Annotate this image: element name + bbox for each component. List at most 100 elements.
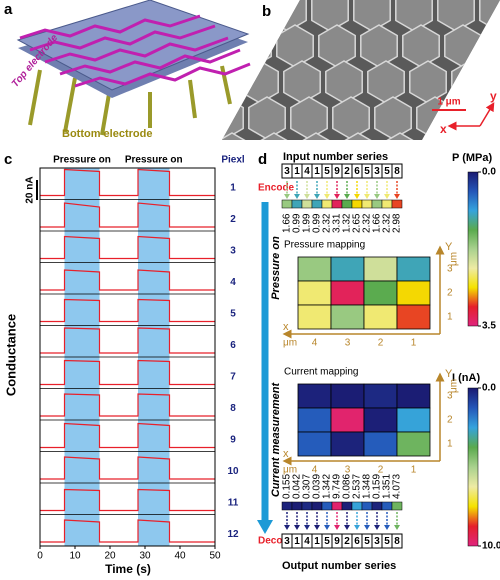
annotation: Pressure on: [53, 155, 111, 166]
value-label: 1.351: [382, 474, 393, 499]
flow-arrow-head: [394, 525, 400, 530]
digit: 2: [344, 166, 350, 177]
map-y-tick: 3: [447, 264, 453, 275]
value-label: 3.31: [332, 213, 343, 233]
legend-entry: 9: [230, 434, 236, 445]
value-cell: [301, 501, 313, 511]
value-label: 2.32: [322, 213, 333, 233]
output-title: Output number series: [282, 560, 396, 572]
digit: 5: [324, 166, 330, 177]
legend-entry: 6: [230, 340, 236, 351]
flow-arrow-head: [354, 525, 360, 530]
value-label: 0.086: [342, 474, 353, 499]
value-cell: [341, 501, 353, 511]
map-cell: [396, 280, 431, 306]
value-label: 0.042: [292, 474, 303, 499]
digit: 8: [394, 166, 400, 177]
x-tick-label: 30: [139, 551, 151, 562]
digit: 9: [334, 536, 340, 547]
panel-c: c Piexl Conductance Time (s) Pressure on…: [3, 151, 244, 576]
annotation: Pressure on: [125, 155, 183, 166]
pressure-colorbar-title: P (MPa): [452, 152, 492, 164]
top-electrodes: [19, 14, 251, 88]
value-cell: [371, 501, 383, 511]
flow-arrow-head: [324, 194, 330, 199]
flow-arrow-head: [384, 525, 390, 530]
digit: 1: [294, 536, 300, 547]
hexagon: [458, 96, 496, 140]
digit: 1: [294, 166, 300, 177]
map-x-tick: 1: [411, 338, 417, 349]
value-label: 0.159: [372, 474, 383, 499]
value-cell: [291, 199, 303, 209]
map-y-tick: 1: [447, 439, 453, 450]
map-cell: [363, 280, 398, 306]
map-cell: [330, 407, 365, 433]
panel-d: d Input number series Encode Pressure on…: [257, 151, 500, 572]
value-label: 2.32: [382, 213, 393, 233]
map-y-label: Y: [445, 368, 453, 380]
digit: 2: [344, 536, 350, 547]
flow-arrow-head: [334, 525, 340, 530]
colorbar-tick-label: 0.0: [482, 167, 496, 178]
map-cell: [396, 407, 431, 433]
trace: [40, 269, 215, 291]
flow-arrow-head: [314, 194, 320, 199]
value-cell: [291, 501, 303, 511]
digit: 3: [374, 166, 380, 177]
map-cell: [297, 304, 332, 330]
map-cell: [396, 256, 431, 282]
y-axis-title: Conductance: [3, 314, 18, 396]
map-x-unit: μm: [283, 338, 297, 349]
map-y-tick: 2: [447, 288, 453, 299]
value-label: 0.155: [282, 474, 293, 499]
digit: 5: [364, 166, 370, 177]
map-x-tick: 2: [378, 338, 384, 349]
process-arrow-head: [257, 520, 273, 534]
plot-frame: [39, 167, 216, 547]
value-cell: [351, 501, 363, 511]
map-y-tick: 1: [447, 312, 453, 323]
digit: 3: [284, 536, 290, 547]
x-axis-title: Time (s): [105, 562, 151, 576]
map-x-tick: 4: [312, 338, 318, 349]
map-x-label: x: [283, 448, 289, 460]
trace: [40, 327, 215, 354]
map-y-tick: 2: [447, 415, 453, 426]
flow-arrow-head: [284, 194, 290, 199]
digit-box: [391, 163, 403, 179]
value-cell: [361, 199, 373, 209]
x-tick-label: 50: [209, 551, 221, 562]
value-cell: [281, 199, 293, 209]
decode-label: Decode: [258, 536, 295, 547]
panel-label: c: [4, 151, 12, 168]
map-cell: [363, 383, 398, 409]
digit: 5: [384, 536, 390, 547]
map-cell: [297, 431, 332, 457]
flow-arrow-head: [394, 194, 400, 199]
map-cell: [363, 431, 398, 457]
value-cell: [311, 199, 323, 209]
flow-arrow-head: [324, 525, 330, 530]
trace: [40, 519, 215, 543]
digit: 4: [304, 166, 310, 177]
value-cell: [311, 501, 323, 511]
y-axis-label: y: [490, 89, 497, 103]
digit: 1: [314, 166, 320, 177]
value-cell: [391, 199, 403, 209]
current-colorbar-title: I (nA): [452, 372, 480, 384]
value-label: 9.749: [332, 474, 343, 499]
legend-entry: 7: [230, 371, 236, 382]
flow-arrow-head: [284, 525, 290, 530]
value-cell: [321, 501, 333, 511]
x-tick-label: 10: [69, 551, 81, 562]
flow-arrow-head: [294, 194, 300, 199]
legend-title: Piexl: [221, 155, 245, 166]
value-cell: [381, 501, 393, 511]
value-label: 1.66: [372, 213, 383, 233]
scale-bar-label: 1 μm: [437, 97, 460, 108]
scale-bar-label: 20 nA: [25, 176, 36, 203]
trace: [40, 202, 215, 228]
flow-arrow-head: [314, 525, 320, 530]
flow-arrow-head: [304, 525, 310, 530]
